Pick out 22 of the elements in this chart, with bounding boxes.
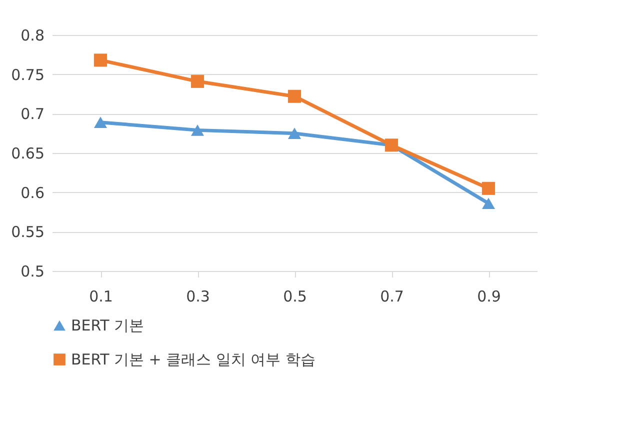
y-tick-label: 0.6 [20,184,44,202]
point [94,116,108,128]
y-tick-label: 0.7 [20,105,44,124]
legend-label: BERT 기본 [71,316,144,334]
y-tick-label: 0.55 [11,223,44,242]
x-tick-label: 0.1 [89,288,113,306]
x-tick-label: 0.5 [283,288,307,306]
x-tick-label: 0.9 [477,288,501,306]
y-tick-label: 0.65 [11,144,44,162]
y-tick-label: 0.5 [20,262,44,280]
x-tick-label: 0.7 [380,288,404,306]
legend-label: BERT 기본 + 클래스 일치 여부 학습 [71,350,316,368]
y-tick-label: 0.75 [11,66,44,84]
point [482,182,496,195]
x-tick-label: 0.3 [186,288,210,306]
point [288,128,302,139]
point [190,74,204,88]
point [94,54,108,67]
y-tick-label: 0.8 [20,26,44,44]
point [190,124,204,136]
point [288,90,302,103]
point [482,198,496,209]
